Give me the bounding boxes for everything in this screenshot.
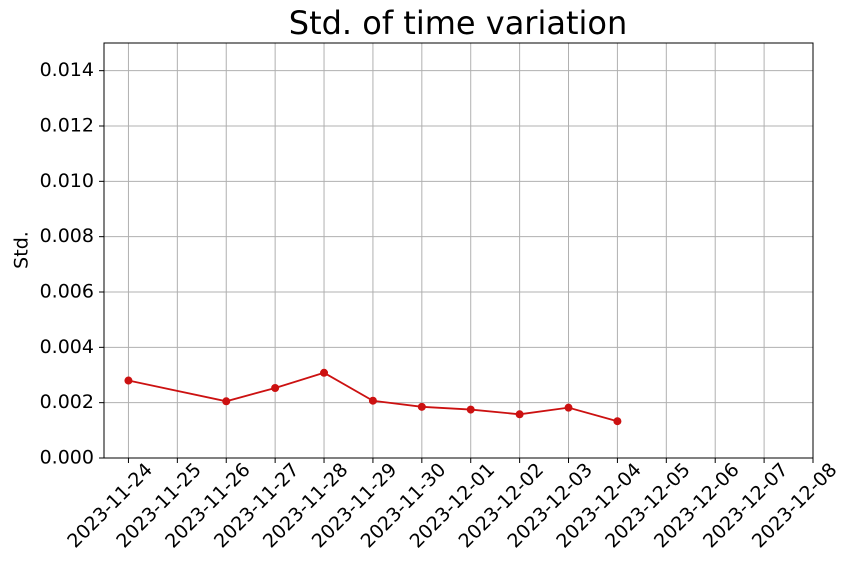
data-point bbox=[271, 384, 280, 393]
y-tick-label: 0.010 bbox=[40, 170, 94, 192]
y-tick-label: 0.000 bbox=[40, 447, 94, 469]
y-tick-label: 0.008 bbox=[40, 225, 94, 247]
data-point bbox=[466, 405, 475, 414]
y-tick-label: 0.014 bbox=[40, 59, 94, 81]
data-point bbox=[368, 396, 377, 405]
y-axis-label: Std. bbox=[11, 231, 33, 269]
y-tick-label: 0.002 bbox=[40, 391, 94, 413]
data-point bbox=[613, 417, 622, 426]
y-tick-label: 0.004 bbox=[40, 336, 94, 358]
chart-title: Std. of time variation bbox=[289, 4, 628, 42]
data-point bbox=[564, 403, 573, 412]
plot-frame bbox=[103, 42, 814, 459]
data-point bbox=[222, 397, 231, 406]
data-point bbox=[417, 402, 426, 411]
y-tick-label: 0.006 bbox=[40, 281, 94, 303]
data-point bbox=[515, 410, 524, 419]
y-tick-label: 0.012 bbox=[40, 115, 94, 137]
data-point bbox=[124, 376, 133, 385]
data-line bbox=[128, 371, 618, 423]
data-point bbox=[320, 368, 329, 377]
